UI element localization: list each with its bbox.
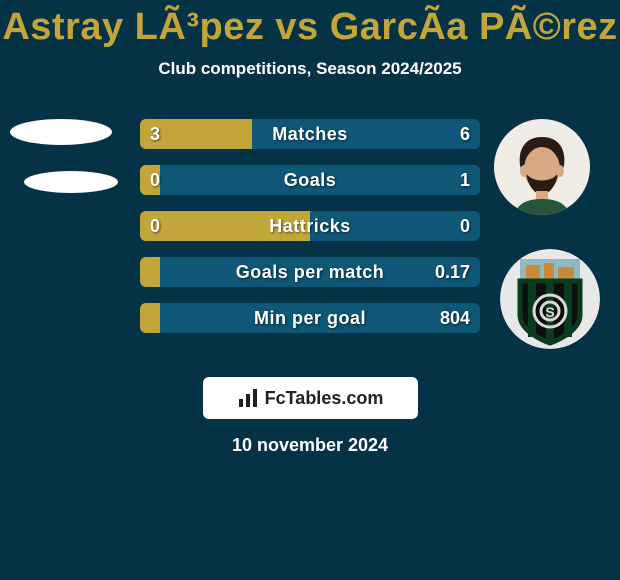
club-left-badge-placeholder <box>24 171 118 193</box>
stat-row: 36Matches <box>140 119 480 149</box>
fctables-logo: FcTables.com <box>203 377 418 419</box>
stat-label: Min per goal <box>140 303 480 333</box>
stat-row: 0.17Goals per match <box>140 257 480 287</box>
subtitle: Club competitions, Season 2024/2025 <box>0 59 620 79</box>
stat-label: Goals <box>140 165 480 195</box>
stats-area: 36Matches 01Goals 00Hattricks 0.17Goals per… <box>0 119 620 359</box>
comparison-infographic: Astray LÃ³pez vs GarcÃ­a PÃ©rez Club com… <box>0 0 620 580</box>
stat-label: Hattricks <box>140 211 480 241</box>
stat-bars: 36Matches 01Goals 00Hattricks 0.17Goals per… <box>140 119 480 333</box>
date-line: 10 november 2024 <box>0 435 620 456</box>
logo-text: FcTables.com <box>265 388 384 409</box>
club-right-badge: S <box>500 249 600 349</box>
player-left-photo-placeholder <box>10 119 112 145</box>
stat-label: Goals per match <box>140 257 480 287</box>
player-right-photo <box>494 119 590 215</box>
stat-row: 00Hattricks <box>140 211 480 241</box>
svg-text:S: S <box>545 304 554 320</box>
stat-label: Matches <box>140 119 480 149</box>
stat-row: 804Min per goal <box>140 303 480 333</box>
page-title: Astray LÃ³pez vs GarcÃ­a PÃ©rez <box>0 0 620 49</box>
stat-row: 01Goals <box>140 165 480 195</box>
bar-chart-icon <box>237 387 259 409</box>
